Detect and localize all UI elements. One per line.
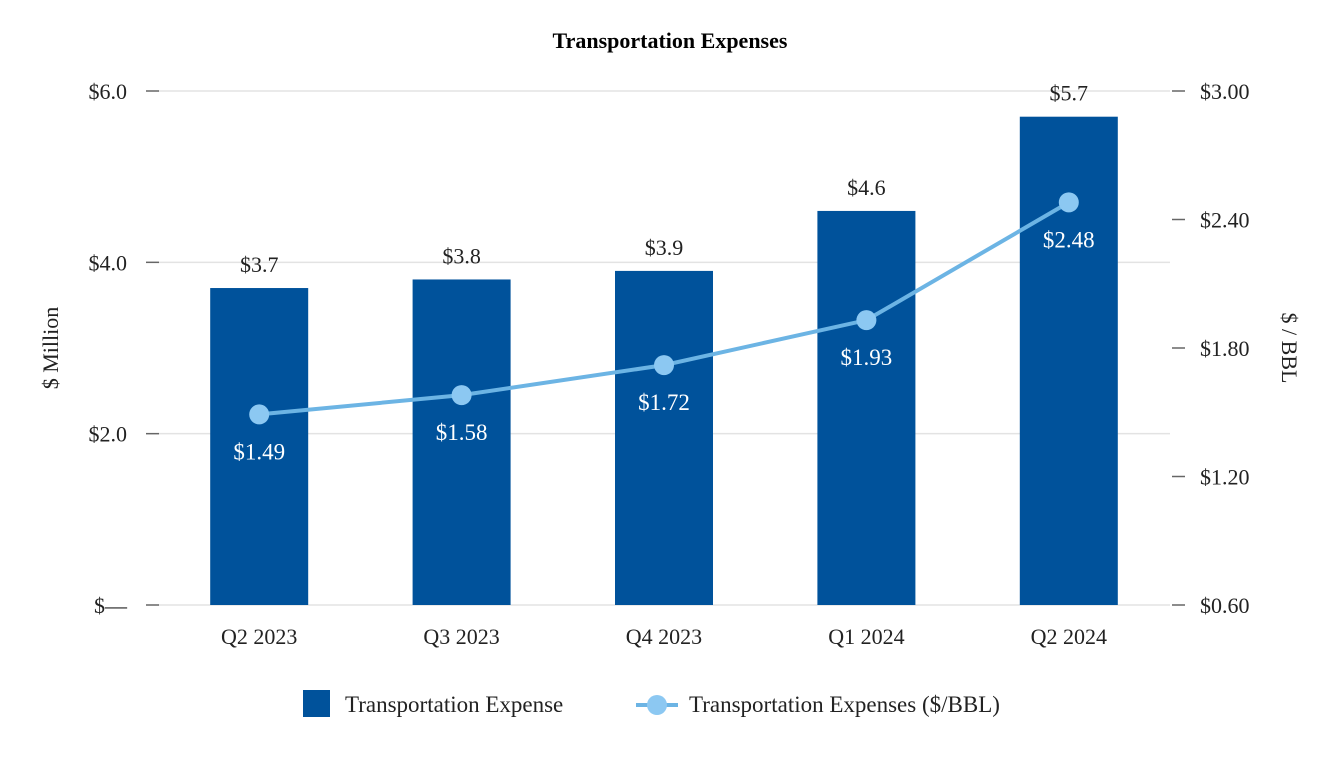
line-point: [856, 310, 877, 331]
line-series: $1.49 $1.58 $1.72 $1.93 $2.48: [233, 192, 1095, 464]
y2-tick-label: $1.80: [1200, 336, 1250, 361]
line-label: $1.72: [638, 390, 690, 415]
bar-label: $4.6: [847, 175, 886, 200]
chart-title: Transportation Expenses: [553, 28, 788, 53]
bar: [1019, 116, 1118, 605]
bar-label: $3.9: [645, 235, 684, 260]
line-label: $2.48: [1043, 227, 1095, 252]
y2-tick-label: $3.00: [1200, 79, 1250, 104]
line-label: $1.49: [233, 439, 285, 464]
x-tick-label: Q4 2023: [626, 624, 702, 649]
legend-line-marker: [647, 695, 667, 715]
x-tick-label: Q3 2023: [423, 624, 499, 649]
legend-bar-label: Transportation Expense: [345, 692, 563, 717]
bar: [817, 210, 916, 605]
y-tick-label: $4.0: [89, 250, 128, 275]
legend-bar-swatch: [303, 690, 330, 717]
y2-tick-label: $0.60: [1200, 593, 1250, 618]
bar-label: $3.8: [442, 243, 481, 268]
bar: [412, 279, 511, 605]
line-point: [451, 385, 472, 406]
line-label: $1.93: [841, 345, 893, 370]
legend-line-label: Transportation Expenses ($/BBL): [689, 692, 1000, 717]
line-point: [1058, 192, 1079, 213]
x-tick-label: Q2 2024: [1031, 624, 1107, 649]
y-axis-title: $ Million: [38, 307, 63, 390]
line-label: $1.58: [436, 420, 488, 445]
legend: Transportation Expense Transportation Ex…: [303, 690, 1000, 717]
right-axis: $0.60 $1.20 $1.80 $2.40 $3.00: [1172, 79, 1250, 618]
y2-axis-title: $ / BBL: [1277, 313, 1302, 384]
y-tick-label: $6.0: [89, 79, 128, 104]
y-tick-label: $—: [94, 593, 128, 618]
bar: [615, 270, 713, 605]
bar-label: $3.7: [240, 252, 279, 277]
bar: [210, 288, 309, 605]
left-axis: $— $2.0 $4.0 $6.0: [89, 79, 159, 618]
x-axis: Q2 2023 Q3 2023 Q4 2023 Q1 2024 Q2 2024: [221, 624, 1107, 649]
y-tick-label: $2.0: [89, 422, 128, 447]
line-point: [654, 355, 674, 376]
x-tick-label: Q1 2024: [828, 624, 904, 649]
line-point: [249, 404, 270, 425]
y2-tick-label: $2.40: [1200, 208, 1250, 233]
bar-label: $5.7: [1050, 81, 1089, 106]
bars: $3.7 $3.8 $3.9 $4.6 $5.7: [210, 81, 1118, 605]
x-tick-label: Q2 2023: [221, 624, 297, 649]
y2-tick-label: $1.20: [1200, 465, 1250, 490]
